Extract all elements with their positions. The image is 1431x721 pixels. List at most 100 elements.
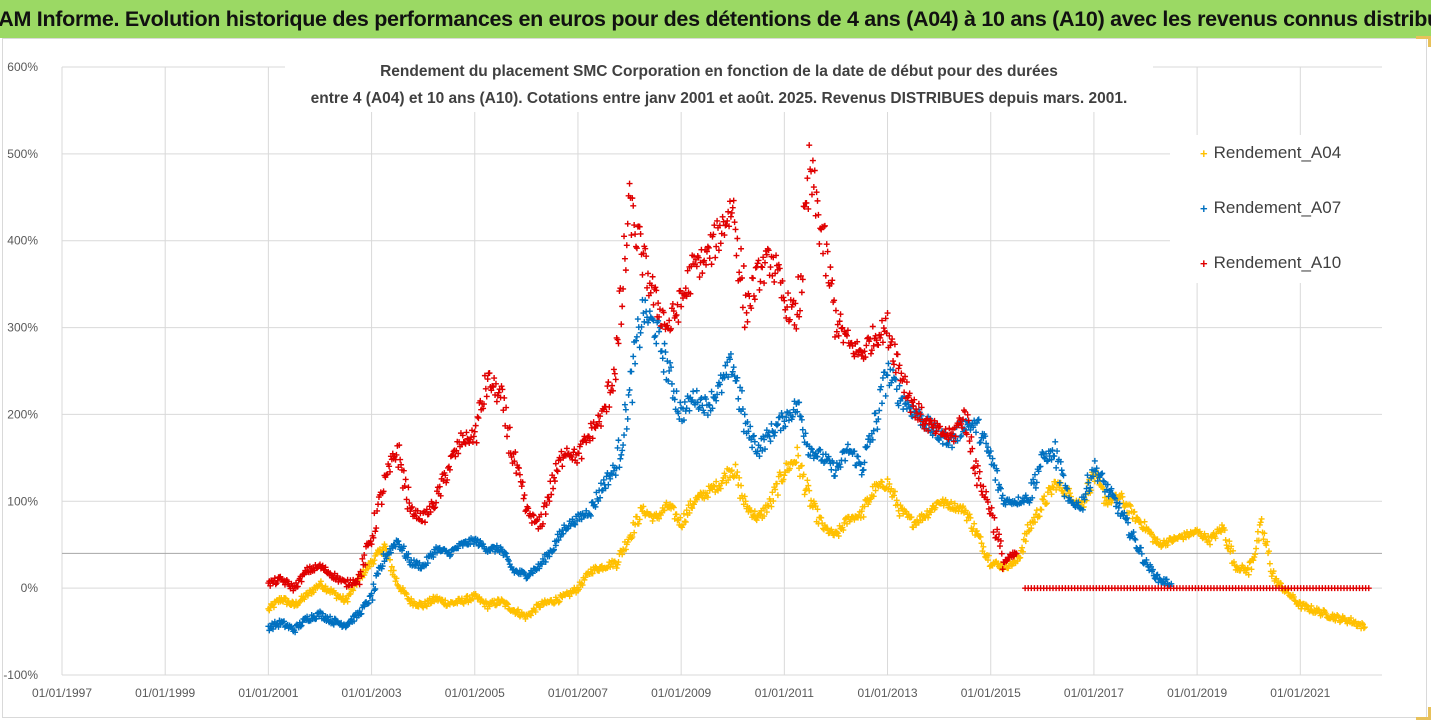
data-point	[644, 319, 651, 326]
data-point	[684, 267, 691, 274]
data-point	[698, 394, 705, 401]
data-point	[298, 578, 305, 585]
data-point	[408, 505, 415, 512]
data-point	[921, 425, 928, 432]
data-point	[503, 550, 510, 557]
data-point	[668, 364, 675, 371]
data-point	[879, 400, 886, 407]
data-point	[656, 328, 663, 335]
data-point	[906, 390, 913, 397]
data-point	[595, 498, 602, 505]
data-point	[387, 468, 394, 475]
data-point	[666, 367, 673, 374]
y-tick-label: 600%	[7, 60, 38, 74]
data-point	[518, 483, 525, 490]
data-point	[681, 398, 688, 405]
data-point	[761, 280, 768, 287]
data-point	[738, 387, 745, 394]
data-point	[442, 597, 449, 604]
data-point	[917, 411, 924, 418]
data-point	[572, 521, 579, 528]
data-point	[706, 402, 713, 409]
data-point	[411, 512, 418, 519]
data-point	[1014, 558, 1021, 565]
data-point	[658, 348, 665, 355]
data-point	[958, 420, 965, 427]
data-point	[548, 491, 555, 498]
data-point	[358, 573, 365, 580]
data-point	[629, 195, 636, 202]
data-point	[1230, 547, 1237, 554]
data-point	[971, 464, 978, 471]
data-point	[805, 205, 812, 212]
data-point	[629, 399, 636, 406]
data-point	[945, 442, 952, 449]
data-point	[1163, 576, 1170, 583]
data-point	[975, 416, 982, 423]
data-point	[751, 438, 758, 445]
data-point	[1227, 548, 1234, 555]
data-point	[811, 167, 818, 174]
data-point	[768, 503, 775, 510]
data-point	[789, 413, 796, 420]
data-point	[504, 601, 511, 608]
data-point	[379, 563, 386, 570]
data-point	[820, 223, 827, 230]
data-point	[616, 464, 623, 471]
data-point	[1017, 554, 1024, 561]
data-point	[1226, 538, 1233, 545]
data-point	[1199, 535, 1206, 542]
data-point	[780, 294, 787, 301]
data-point	[750, 511, 757, 518]
data-point	[729, 204, 736, 211]
data-point	[1246, 559, 1253, 566]
data-point	[877, 334, 884, 341]
data-point	[380, 488, 387, 495]
data-point	[888, 338, 895, 345]
data-point	[614, 444, 621, 451]
data-point	[536, 565, 543, 572]
data-point	[742, 498, 749, 505]
data-point	[578, 516, 585, 523]
data-point	[1332, 617, 1339, 624]
data-point	[481, 372, 488, 379]
data-point	[629, 533, 636, 540]
data-point	[473, 439, 480, 446]
data-point	[618, 451, 625, 458]
data-point	[357, 568, 364, 575]
data-point	[781, 472, 788, 479]
data-point	[1048, 456, 1055, 463]
data-point	[855, 453, 862, 460]
data-point	[952, 433, 959, 440]
data-point	[890, 361, 897, 368]
data-point	[673, 312, 680, 319]
frame-corner-decoration	[1416, 36, 1431, 47]
data-point	[492, 391, 499, 398]
data-point	[875, 416, 882, 423]
data-point	[403, 496, 410, 503]
data-point	[551, 474, 558, 481]
data-point	[343, 595, 350, 602]
data-point	[677, 514, 684, 521]
data-point	[997, 485, 1004, 492]
data-point	[994, 467, 1001, 474]
data-point	[468, 434, 475, 441]
x-tick-label: 01/01/2011	[755, 686, 814, 700]
data-point	[474, 413, 481, 420]
data-point	[734, 235, 741, 242]
data-point	[660, 368, 667, 375]
data-point	[475, 595, 482, 602]
data-point	[683, 507, 690, 514]
data-point	[736, 269, 743, 276]
data-point	[542, 511, 549, 518]
data-point	[304, 613, 311, 620]
data-point	[270, 604, 277, 611]
data-point	[744, 318, 751, 325]
data-point	[1036, 513, 1043, 520]
data-point	[810, 184, 817, 191]
data-point	[615, 559, 622, 566]
data-point	[878, 331, 885, 338]
data-point	[963, 517, 970, 524]
data-point	[757, 278, 764, 285]
data-point	[808, 497, 815, 504]
